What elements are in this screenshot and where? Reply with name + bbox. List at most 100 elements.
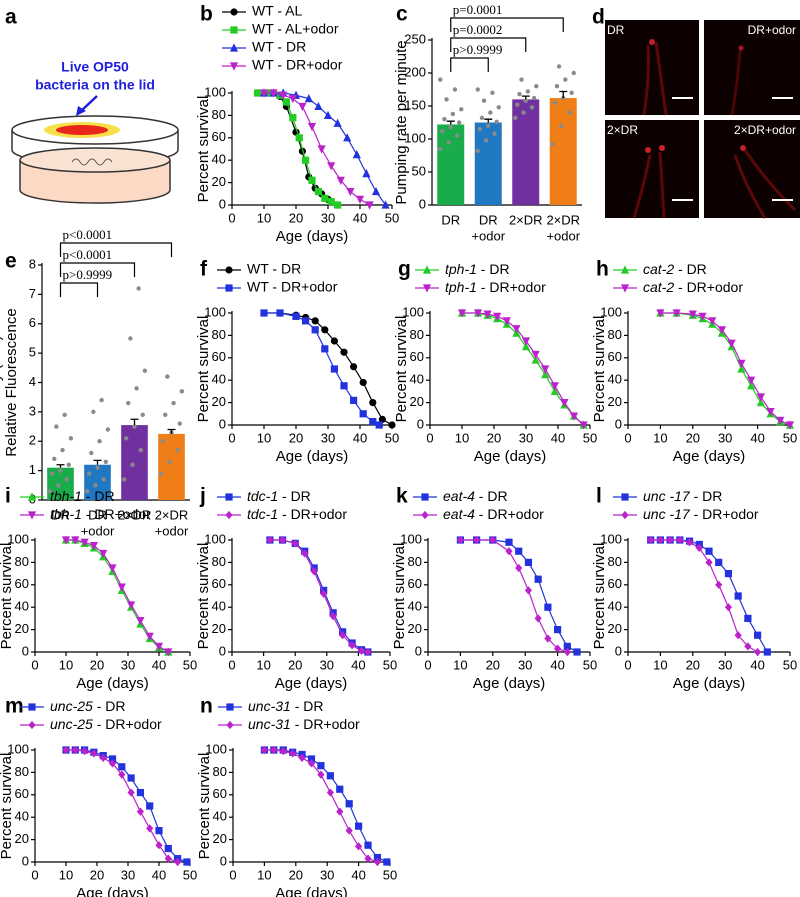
y-tick-label: 0 bbox=[415, 643, 422, 658]
series-line bbox=[257, 92, 338, 206]
y-tick-label: 3 bbox=[29, 403, 36, 418]
y-tick-label: 250 bbox=[404, 31, 426, 46]
data-point bbox=[756, 398, 765, 407]
y-axis-title: Percent survival bbox=[391, 543, 408, 650]
data-point bbox=[656, 535, 664, 545]
legend-label: tdc-1 - DR+odor bbox=[247, 506, 347, 522]
x-tick-label: 40 bbox=[353, 210, 367, 225]
data-point bbox=[350, 396, 358, 404]
data-point bbox=[524, 586, 533, 595]
data-point bbox=[327, 198, 335, 206]
x-tick-label: 20 bbox=[288, 657, 302, 672]
data-point bbox=[146, 824, 154, 833]
y-tick-label: 60 bbox=[410, 349, 424, 364]
x-axis-title: Age (days) bbox=[474, 448, 547, 465]
x-tick-label: 20 bbox=[90, 657, 104, 672]
y-axis-title: Percent survival bbox=[0, 543, 15, 650]
y-axis-title: Percent survival bbox=[195, 96, 212, 203]
x-tick-label: 10 bbox=[257, 867, 271, 882]
micrograph bbox=[605, 120, 699, 218]
data-point bbox=[724, 570, 733, 578]
panel-b: b 0 20 40 60 80 100 0 10 20 30 40 50 Age (days) Percen… bbox=[195, 3, 399, 245]
data-point bbox=[93, 483, 98, 488]
data-point bbox=[103, 459, 108, 465]
data-point bbox=[505, 538, 513, 546]
bar bbox=[549, 98, 577, 205]
series-line bbox=[66, 539, 169, 653]
error-bar bbox=[56, 464, 65, 468]
data-point bbox=[567, 110, 572, 115]
data-point bbox=[163, 412, 168, 418]
y-tick-label: 80 bbox=[212, 554, 226, 569]
x-tick-label: 50 bbox=[583, 657, 597, 672]
data-point bbox=[475, 148, 480, 154]
legend-label: WT - DR+odor bbox=[252, 57, 343, 73]
data-point bbox=[165, 374, 170, 379]
data-point bbox=[456, 120, 462, 125]
x-tick-label: 2×DR bbox=[509, 212, 543, 227]
data-point bbox=[352, 150, 361, 159]
data-point bbox=[60, 447, 65, 453]
data-point bbox=[446, 140, 451, 145]
data-point bbox=[544, 634, 552, 643]
data-point bbox=[174, 857, 182, 867]
legend-label: WT - AL+odor bbox=[252, 21, 339, 37]
x-tick-label: 30 bbox=[718, 430, 732, 445]
y-tick-label: 60 bbox=[212, 576, 226, 591]
data-point bbox=[52, 456, 57, 462]
diagram-label: bacteria on the lid bbox=[35, 77, 155, 93]
y-tick-label: 2 bbox=[29, 433, 36, 448]
data-point bbox=[479, 115, 485, 121]
legend-marker bbox=[27, 511, 37, 520]
series-line bbox=[460, 539, 568, 653]
data-point bbox=[676, 535, 684, 545]
data-point bbox=[521, 337, 531, 346]
data-point bbox=[521, 342, 531, 351]
y-tick-label: 0 bbox=[219, 643, 226, 658]
x-tick-label: 0 bbox=[228, 210, 235, 225]
p-value: p=0.0001 bbox=[453, 2, 503, 17]
error-bar bbox=[521, 95, 530, 100]
data-point bbox=[323, 110, 333, 119]
data-point bbox=[440, 128, 445, 134]
image-label: DR bbox=[607, 23, 625, 37]
x-tick-label: 50 bbox=[183, 657, 197, 672]
data-point bbox=[89, 542, 98, 551]
data-point bbox=[118, 770, 126, 779]
data-point bbox=[517, 91, 522, 97]
worm-signal bbox=[649, 39, 655, 45]
data-point bbox=[452, 87, 458, 92]
y-tick-label: 60 bbox=[213, 786, 227, 801]
x-tick-label: 0 bbox=[624, 430, 631, 445]
data-point bbox=[534, 575, 542, 583]
micrograph bbox=[605, 20, 699, 115]
panel-letter: l bbox=[596, 485, 602, 508]
data-point bbox=[302, 156, 310, 164]
y-tick-label: 20 bbox=[212, 174, 226, 189]
y-tick-label: 60 bbox=[212, 349, 226, 364]
data-point bbox=[475, 87, 480, 92]
data-point bbox=[493, 312, 502, 321]
y-tick-label: 100 bbox=[205, 741, 227, 756]
x-tick-label: DR bbox=[479, 212, 498, 227]
x-tick-label: 40 bbox=[551, 430, 565, 445]
y-tick-label: 0 bbox=[417, 416, 424, 431]
legend-marker bbox=[422, 265, 432, 274]
data-point bbox=[512, 325, 521, 334]
x-tick-label: +odor bbox=[81, 523, 115, 538]
data-point bbox=[127, 788, 135, 797]
legend-marker bbox=[621, 510, 629, 520]
bar bbox=[474, 122, 502, 205]
data-point bbox=[685, 538, 694, 547]
legend-marker bbox=[621, 493, 629, 501]
x-tick-label: 0 bbox=[31, 657, 38, 672]
series-line bbox=[66, 539, 169, 653]
data-point bbox=[177, 421, 182, 426]
data-point bbox=[288, 95, 297, 104]
x-tick-label: 20 bbox=[289, 430, 303, 445]
data-point bbox=[459, 107, 464, 112]
data-point bbox=[727, 339, 736, 348]
panel-letter: a bbox=[5, 6, 17, 29]
data-point bbox=[355, 842, 363, 851]
data-point bbox=[571, 70, 576, 76]
